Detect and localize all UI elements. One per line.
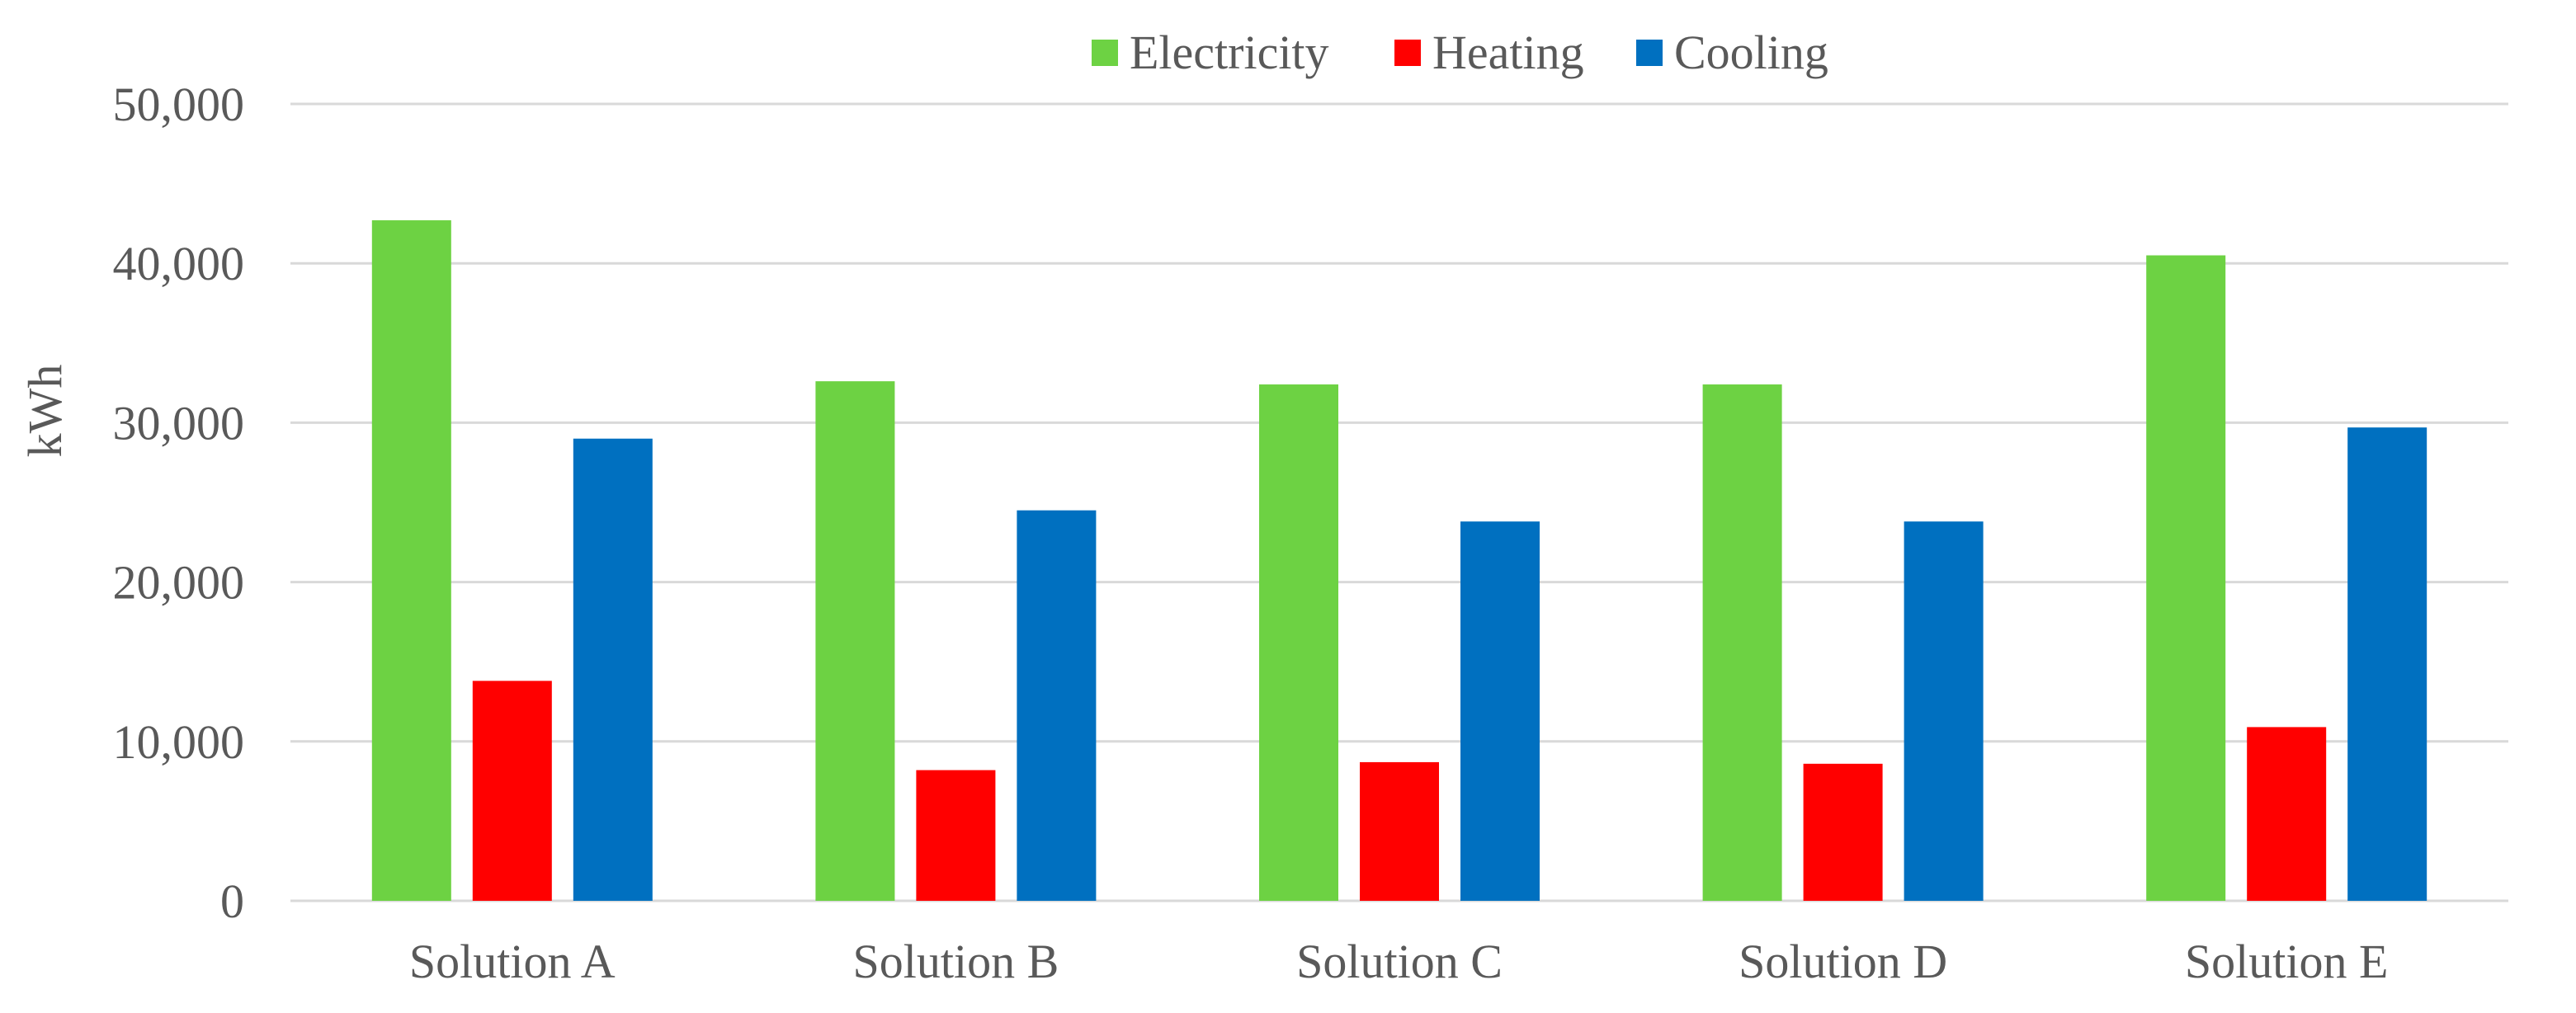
bar-cooling-solution-d [1904,521,1984,901]
bar-electricity-solution-d [1702,384,1782,902]
y-axis-title: kWh [18,365,72,458]
x-axis: Solution A Solution B Solution C Solution D… [409,935,2389,988]
y-tick-label: 10,000 [113,715,245,769]
x-tick-label: Solution C [1296,935,1503,988]
y-tick-label: 0 [220,874,244,928]
legend-swatch-cooling [1636,40,1663,66]
x-tick-label: Solution A [409,935,616,988]
bar-heating-solution-d [1803,763,1883,901]
gridlines [290,102,2508,902]
bar-heating-solution-a [472,681,552,901]
bar-cooling-solution-b [1017,510,1097,901]
x-tick-label: Solution B [853,935,1059,988]
legend: Electricity Heating Cooling [1092,26,1828,79]
bar-electricity-solution-c [1259,384,1338,902]
bar-electricity-solution-e [2146,255,2226,901]
x-tick-label: Solution D [1739,935,1947,988]
bar-heating-solution-c [1360,761,1439,901]
legend-label-cooling: Cooling [1674,26,1828,79]
bar-electricity-solution-a [371,220,451,901]
legend-label-electricity: Electricity [1130,26,1329,79]
legend-swatch-heating [1394,40,1421,66]
bars [371,220,2427,902]
bar-cooling-solution-c [1460,521,1540,901]
y-tick-label: 20,000 [113,556,245,610]
x-tick-label: Solution E [2185,935,2389,988]
bar-heating-solution-b [916,770,996,901]
y-tick-label: 40,000 [113,237,245,290]
legend-label-heating: Heating [1432,26,1584,79]
bar-cooling-solution-a [573,438,653,901]
y-tick-label: 30,000 [113,396,245,450]
y-axis: 0 10,000 20,000 30,000 40,000 50,000 [113,78,245,928]
bar-electricity-solution-b [815,381,895,902]
y-tick-label: 50,000 [113,78,245,131]
bar-heating-solution-e [2247,727,2327,901]
bar-cooling-solution-e [2347,427,2427,901]
legend-swatch-electricity [1092,40,1118,66]
